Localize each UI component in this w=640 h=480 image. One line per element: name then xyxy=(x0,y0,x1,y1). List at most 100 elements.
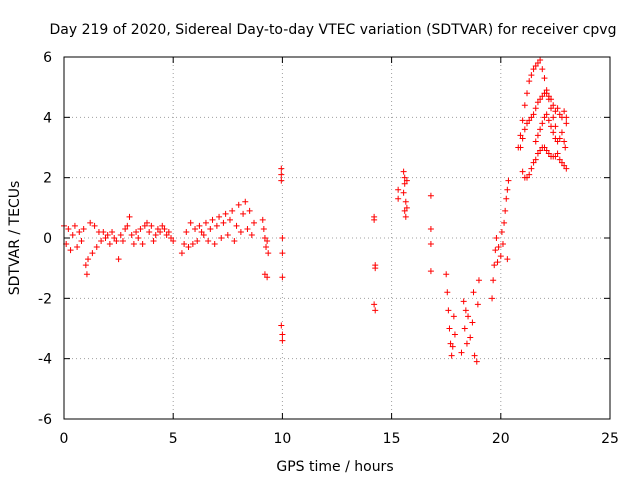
data-point xyxy=(278,171,285,178)
data-point xyxy=(279,337,286,344)
data-point xyxy=(98,238,105,245)
x-tick-label: 15 xyxy=(383,431,401,447)
data-point xyxy=(403,204,410,211)
data-point xyxy=(185,244,192,251)
data-point xyxy=(490,277,497,284)
data-point xyxy=(263,244,270,251)
data-point xyxy=(226,216,233,223)
data-point xyxy=(128,231,135,238)
data-point xyxy=(83,271,90,278)
data-point xyxy=(400,168,407,175)
data-point xyxy=(519,117,526,124)
data-point xyxy=(501,219,508,226)
data-point xyxy=(202,219,209,226)
data-point xyxy=(192,225,199,232)
data-point xyxy=(109,228,116,235)
data-point xyxy=(521,126,528,133)
data-point xyxy=(146,228,153,235)
x-tick-label: 5 xyxy=(169,431,178,447)
data-point xyxy=(526,171,533,178)
data-point xyxy=(530,111,537,118)
data-point xyxy=(261,271,268,278)
data-point xyxy=(69,231,76,238)
data-point xyxy=(137,225,144,232)
data-point xyxy=(474,301,481,308)
data-point xyxy=(165,228,172,235)
data-point xyxy=(532,138,539,145)
data-point xyxy=(489,295,496,302)
data-point xyxy=(279,274,286,281)
data-point xyxy=(543,111,550,118)
data-point xyxy=(401,180,408,187)
data-point xyxy=(229,207,236,214)
data-point xyxy=(216,213,223,220)
data-point xyxy=(558,159,565,166)
data-point xyxy=(497,253,504,260)
data-point xyxy=(528,72,535,79)
data-point xyxy=(161,225,168,232)
data-point xyxy=(372,265,379,272)
data-point xyxy=(395,186,402,193)
data-point xyxy=(530,159,537,166)
data-point xyxy=(543,147,550,154)
data-point xyxy=(460,298,467,305)
data-point xyxy=(504,256,511,263)
data-point xyxy=(521,102,528,109)
y-tick-label: -6 xyxy=(38,412,52,428)
data-point xyxy=(541,114,548,121)
data-point xyxy=(545,117,552,124)
data-point xyxy=(117,231,124,238)
data-point xyxy=(448,352,455,359)
data-point xyxy=(133,228,140,235)
data-point xyxy=(139,241,146,248)
data-point xyxy=(209,216,216,223)
data-point xyxy=(539,120,546,127)
data-point xyxy=(106,241,113,248)
data-point xyxy=(265,250,272,257)
data-point xyxy=(545,93,552,100)
data-point xyxy=(427,241,434,248)
data-point xyxy=(554,150,561,157)
data-point xyxy=(463,340,470,347)
data-point xyxy=(93,244,100,251)
data-point xyxy=(461,325,468,332)
data-point xyxy=(524,174,531,181)
data-point xyxy=(89,250,96,257)
data-point xyxy=(450,313,457,320)
data-point xyxy=(148,222,155,229)
data-point xyxy=(122,225,129,232)
data-point xyxy=(371,301,378,308)
data-point xyxy=(550,129,557,136)
data-point xyxy=(444,289,451,296)
data-point xyxy=(548,96,555,103)
data-point xyxy=(550,102,557,109)
data-point xyxy=(537,96,544,103)
data-point xyxy=(218,235,225,241)
data-point xyxy=(233,222,240,229)
data-point xyxy=(401,207,408,214)
data-point xyxy=(401,174,408,181)
data-point xyxy=(524,120,531,127)
data-point xyxy=(152,231,159,238)
x-tick-label: 25 xyxy=(601,431,619,447)
data-point xyxy=(449,343,456,350)
data-point xyxy=(563,114,570,121)
grid xyxy=(64,57,610,419)
data-point xyxy=(548,105,555,112)
data-point xyxy=(498,228,505,235)
data-point xyxy=(493,235,500,241)
y-tick-label: -2 xyxy=(38,291,52,307)
data-point xyxy=(259,216,266,223)
data-point xyxy=(211,241,218,248)
data-point xyxy=(196,222,203,229)
data-point xyxy=(163,231,170,238)
data-point xyxy=(427,225,434,232)
data-point xyxy=(119,238,126,245)
data-point xyxy=(278,322,285,329)
data-point xyxy=(198,228,205,235)
data-point xyxy=(492,247,499,254)
data-point xyxy=(552,153,559,160)
data-point xyxy=(475,277,482,284)
data-point xyxy=(503,195,510,202)
data-point xyxy=(157,228,164,235)
